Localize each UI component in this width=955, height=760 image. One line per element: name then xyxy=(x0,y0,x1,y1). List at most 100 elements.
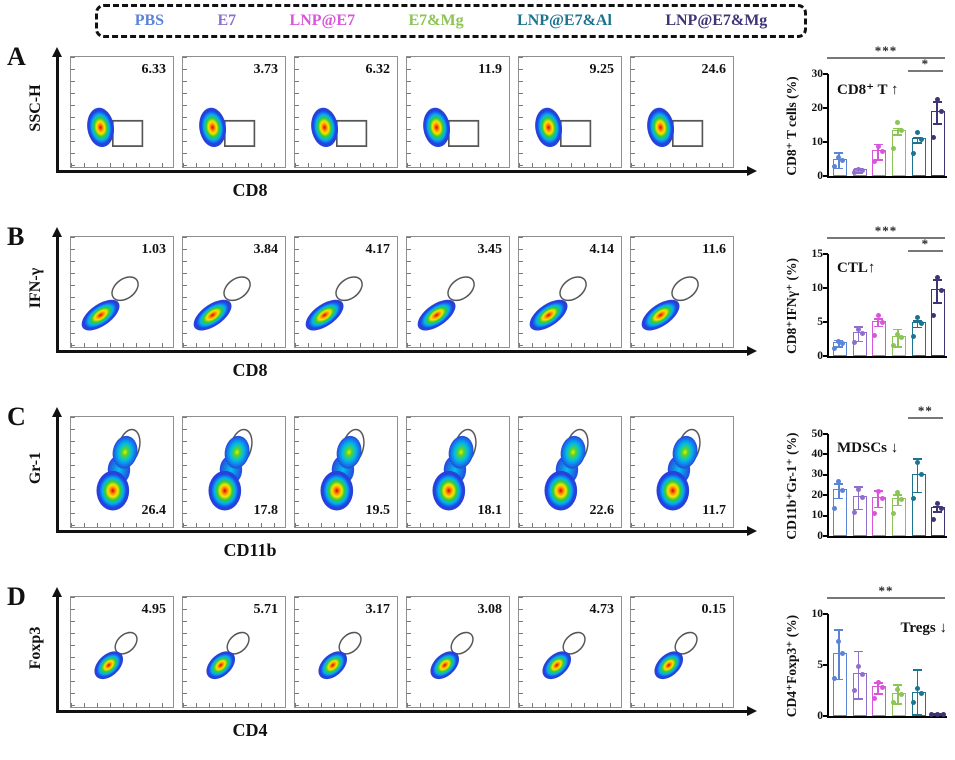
legend-item-e7-mg: E7&Mg xyxy=(408,12,464,29)
data-dot xyxy=(852,340,857,345)
flow-x-axis-label: CD4 xyxy=(232,720,268,740)
error-bar-cap xyxy=(873,317,883,320)
gate-outline xyxy=(447,276,475,302)
data-dot xyxy=(856,487,861,493)
flow-plot: 22.6 xyxy=(518,416,622,528)
error-bar-cap xyxy=(932,123,942,125)
error-bar-cap xyxy=(913,136,922,139)
flow-plot: 3.45 xyxy=(406,236,510,348)
error-bar-cap xyxy=(893,504,903,507)
data-dot xyxy=(832,675,838,681)
error-bar-cap xyxy=(854,326,863,328)
flow-plot: 1.03 xyxy=(70,236,174,348)
data-dot xyxy=(938,287,944,293)
y-tick-label: 15 xyxy=(811,247,824,260)
bar xyxy=(852,673,867,716)
error-bar xyxy=(916,136,919,144)
flow-x-axis-label: CD8 xyxy=(232,360,268,380)
x-axis-arrow xyxy=(56,166,757,176)
gate-percentage: 22.6 xyxy=(589,503,615,518)
flow-plot: 17.8 xyxy=(182,416,286,528)
error-bar xyxy=(897,494,899,507)
error-bar-cap xyxy=(893,127,903,130)
flow-x-axis-label: CD8 xyxy=(232,180,268,200)
error-bar-cap xyxy=(932,302,942,304)
gate-percentage: 4.17 xyxy=(365,242,391,257)
y-tick-mark xyxy=(823,73,828,75)
data-dot xyxy=(911,496,916,502)
error-bar-cap xyxy=(913,714,922,716)
bar xyxy=(832,652,847,716)
error-bar xyxy=(838,629,840,681)
flow-y-axis-label: SSC-H xyxy=(27,84,44,132)
error-bar xyxy=(916,319,919,329)
data-dot xyxy=(871,696,877,702)
data-dot xyxy=(895,119,901,125)
panel-b: B IFN-γ 1.03 3.84 4.17 3.45 4.14 11.6 CD8 CD8… xyxy=(0,222,955,402)
data-dot xyxy=(860,168,865,174)
flow-plot: 11.6 xyxy=(630,236,734,348)
gate-percentage: 3.08 xyxy=(477,602,503,617)
data-dot xyxy=(879,685,885,691)
bar xyxy=(852,496,867,536)
y-tick-mark xyxy=(823,253,828,255)
legend-item-e7: E7 xyxy=(217,12,237,29)
error-bar-cap xyxy=(893,134,903,136)
flow-plot-row: 26.4 17.8 19.5 18.1 22.6 11.7 xyxy=(70,416,734,528)
flow-plot: 3.84 xyxy=(182,236,286,348)
flow-plot-row: 6.33 3.73 6.32 11.9 9.25 24.6 xyxy=(70,56,734,168)
data-dot xyxy=(836,478,842,484)
error-bar-cap xyxy=(834,678,844,681)
chart-annotation: MDSCs ↓ xyxy=(837,440,899,456)
gate-percentage: 9.25 xyxy=(589,62,615,77)
data-dot xyxy=(928,711,934,717)
y-tick-mark xyxy=(823,715,828,717)
x-axis-arrow xyxy=(56,526,757,536)
error-bar xyxy=(936,506,938,513)
significance-line xyxy=(827,597,945,599)
error-bar xyxy=(857,486,860,511)
gate-outline xyxy=(560,119,592,147)
bar xyxy=(911,138,926,176)
data-dot xyxy=(840,157,846,163)
flow-plot: 9.25 xyxy=(518,56,622,168)
flow-plot-row: 1.03 3.84 4.17 3.45 4.14 11.6 xyxy=(70,236,734,348)
gate-percentage: 3.45 xyxy=(477,242,503,257)
error-bar xyxy=(877,682,879,695)
data-dot xyxy=(891,342,897,348)
panel-letter: A xyxy=(7,42,26,71)
data-dot xyxy=(856,663,861,669)
gate-outline xyxy=(224,119,256,147)
error-bar-cap xyxy=(913,669,922,671)
error-bar-cap xyxy=(913,491,922,494)
significance-label: *** xyxy=(874,43,898,58)
gate-outline xyxy=(671,276,699,302)
flow-y-axis-label: Foxp3 xyxy=(27,626,44,670)
density-blob xyxy=(654,631,698,680)
density-blob xyxy=(87,107,144,148)
bar xyxy=(891,498,906,536)
density-blob xyxy=(417,276,475,331)
density-blob xyxy=(208,428,253,511)
significance-label: * xyxy=(921,236,930,251)
flow-x-axis-label: CD11b xyxy=(223,540,277,560)
y-tick-label: 10 xyxy=(811,281,824,294)
density-blob xyxy=(305,276,363,331)
error-bar-cap xyxy=(854,508,863,511)
data-dot xyxy=(871,510,877,516)
flow-plot: 4.14 xyxy=(518,236,622,348)
gate-percentage: 4.73 xyxy=(589,602,615,617)
gate-outline xyxy=(111,276,139,302)
data-dot xyxy=(891,146,897,152)
data-dot xyxy=(919,320,924,326)
y-tick-label: 50 xyxy=(811,427,824,440)
y-tick-label: 0 xyxy=(817,349,823,362)
y-tick-label: 0 xyxy=(817,529,823,542)
gate-outline xyxy=(562,631,586,655)
gate-outline xyxy=(672,119,704,147)
group-legend: PBS E7 LNP@E7 E7&Mg LNP@E7&Al LNP@E7&Mg xyxy=(95,4,807,38)
data-dot xyxy=(911,151,916,157)
error-bar-cap xyxy=(854,340,863,343)
data-dot xyxy=(911,699,916,705)
error-bar-cap xyxy=(893,346,903,348)
